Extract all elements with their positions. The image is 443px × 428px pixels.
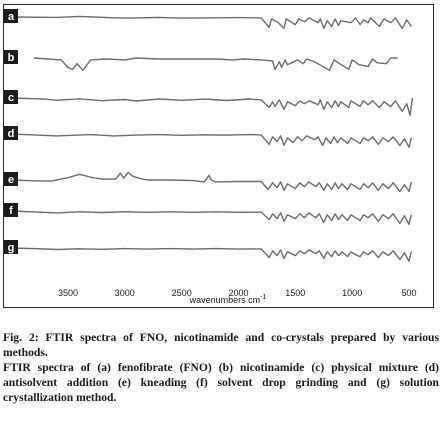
panel-label-text: b: [8, 52, 15, 64]
panel-label-text: f: [9, 205, 13, 217]
panel-label-d: d: [4, 126, 18, 140]
panel-label-box: [4, 172, 18, 186]
x-tick-label: 3000: [115, 288, 135, 298]
spectrum-line-c: [11, 97, 414, 116]
panel-labels: a b c d e f g: [4, 9, 18, 254]
x-tick-label: 2500: [172, 288, 192, 298]
panel-label-e: e: [4, 172, 18, 186]
x-tick-label: 1500: [285, 288, 305, 298]
x-tick-label: 3500: [58, 288, 78, 298]
spectrum-line-e: [11, 171, 412, 193]
panel-label-box: [4, 50, 18, 64]
spectrum-line-d: [11, 133, 412, 148]
panel-label-c: c: [4, 90, 18, 104]
caption-body: FTIR spectra of (a) fenofibrate (FNO) (b…: [3, 361, 439, 404]
panel-label-box: [4, 90, 18, 104]
spectrum-line-f: [11, 210, 412, 225]
figure-caption: Fig. 2: FTIR spectra of FNO, nicotinamid…: [3, 330, 439, 405]
panel-label-g: g: [4, 240, 18, 254]
spectrum-line-b: [33, 57, 398, 71]
x-tick-label: 2000: [228, 288, 248, 298]
panel-label-text: e: [8, 174, 14, 186]
x-axis-ticks: 3500 3000 2500 2000 1500 1000 500: [58, 288, 417, 298]
panel-label-a: a: [4, 9, 18, 23]
spectrum-line-a: [11, 15, 412, 30]
panel-label-box: [4, 9, 18, 23]
x-tick-label: 1000: [342, 288, 362, 298]
panel-label-box: [4, 126, 18, 140]
panel-label-text: d: [8, 128, 15, 140]
spectrum-line-g: [11, 247, 412, 262]
panel-label-box: [4, 203, 18, 217]
panel-label-box: [4, 240, 18, 254]
panel-label-f: f: [4, 203, 18, 217]
spectra-traces: [11, 15, 414, 262]
panel-label-text: a: [8, 11, 15, 23]
ftir-spectra-chart: a b c d e f g 3500 3000 2500 2000 1500 1000 500 wave…: [4, 9, 417, 305]
caption-title: Fig. 2: FTIR spectra of FNO, nicotinamid…: [3, 331, 439, 359]
x-axis-title: wavenumbers cm-1: [189, 294, 267, 305]
plot-frame: [3, 4, 434, 308]
x-tick-label: 500: [401, 288, 416, 298]
panel-label-text: g: [8, 242, 15, 254]
panel-label-text: c: [8, 92, 14, 104]
panel-label-b: b: [4, 50, 18, 64]
